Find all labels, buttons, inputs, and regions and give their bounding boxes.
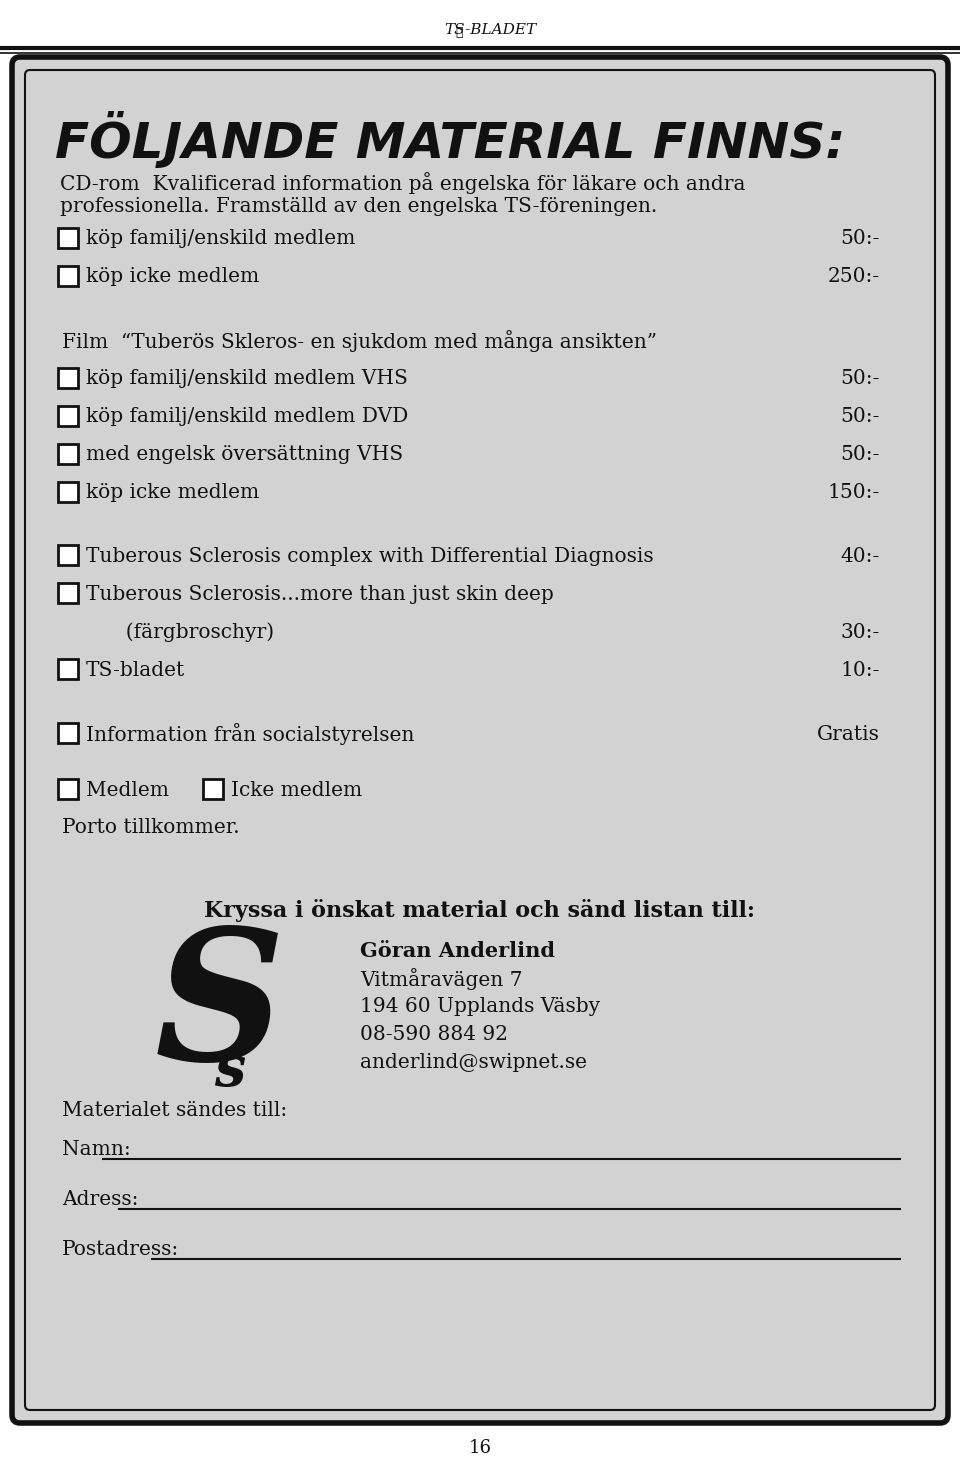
Text: TS-bladet: TS-bladet: [86, 661, 185, 680]
Text: anderlind@swipnet.se: anderlind@swipnet.se: [360, 1053, 587, 1072]
Text: CD-rom  Kvalificerad information på engelska för läkare och andra: CD-rom Kvalificerad information på engel…: [60, 173, 746, 195]
Text: köp familj/enskild medlem DVD: köp familj/enskild medlem DVD: [86, 407, 408, 426]
Bar: [58, 546, 78, 565]
Text: 08-590 884 92: 08-590 884 92: [360, 1026, 508, 1045]
Text: 250:-: 250:-: [828, 268, 880, 287]
Bar: [58, 723, 78, 743]
Text: köp familj/enskild medlem VHS: köp familj/enskild medlem VHS: [86, 369, 408, 388]
Bar: [58, 443, 78, 464]
Bar: [203, 780, 223, 799]
Text: Materialet sändes till:: Materialet sändes till:: [62, 1102, 287, 1121]
Text: 150:-: 150:-: [828, 483, 880, 502]
Text: köp icke medlem: köp icke medlem: [86, 268, 259, 287]
Text: 50:-: 50:-: [841, 369, 880, 388]
Bar: [58, 228, 78, 249]
Text: 30:-: 30:-: [841, 623, 880, 642]
Text: s: s: [214, 1043, 246, 1099]
FancyBboxPatch shape: [12, 57, 948, 1423]
Text: Tuberous Sclerosis...more than just skin deep: Tuberous Sclerosis...more than just skin…: [86, 585, 554, 604]
Text: med engelsk översättning VHS: med engelsk översättning VHS: [86, 445, 403, 464]
Text: FÖLJANDE MATERIAL FINNS:: FÖLJANDE MATERIAL FINNS:: [55, 111, 846, 168]
Bar: [58, 266, 78, 285]
Text: köp icke medlem: köp icke medlem: [86, 483, 259, 502]
Text: 194 60 Upplands Väsby: 194 60 Upplands Väsby: [360, 998, 600, 1017]
Text: Film  “Tuberös Skleros- en sjukdom med många ansikten”: Film “Tuberös Skleros- en sjukdom med må…: [62, 329, 657, 351]
Text: 50:-: 50:-: [841, 445, 880, 464]
Text: köp familj/enskild medlem: köp familj/enskild medlem: [86, 230, 355, 249]
Text: 50:-: 50:-: [841, 407, 880, 426]
Text: Tuberous Sclerosis complex with Differential Diagnosis: Tuberous Sclerosis complex with Differen…: [86, 547, 654, 566]
Text: 16: 16: [468, 1440, 492, 1457]
Text: professionella. Framställd av den engelska TS-föreningen.: professionella. Framställd av den engels…: [60, 198, 658, 217]
Bar: [58, 367, 78, 388]
Text: TS-BLADET: TS-BLADET: [444, 23, 536, 37]
Text: Medlem: Medlem: [86, 781, 169, 800]
Text: Postadress:: Postadress:: [62, 1239, 180, 1258]
Bar: [58, 481, 78, 502]
Bar: [58, 584, 78, 603]
Text: Gratis: Gratis: [817, 724, 880, 743]
Text: 40:-: 40:-: [841, 547, 880, 566]
Text: Porto tillkommer.: Porto tillkommer.: [62, 818, 240, 837]
Text: Vitmåravägen 7: Vitmåravägen 7: [360, 967, 522, 989]
Bar: [58, 405, 78, 426]
Text: Information från socialstyrelsen: Information från socialstyrelsen: [86, 723, 415, 745]
Bar: [58, 780, 78, 799]
Text: Göran Anderlind: Göran Anderlind: [360, 941, 555, 961]
Text: Kryssa i önskat material och sänd listan till:: Kryssa i önskat material och sänd listan…: [204, 900, 756, 922]
Text: 10:-: 10:-: [841, 661, 880, 680]
Text: S: S: [155, 923, 285, 1099]
Text: Adress:: Adress:: [62, 1189, 138, 1208]
Text: Icke medlem: Icke medlem: [231, 781, 362, 800]
Text: Namn:: Namn:: [62, 1140, 131, 1159]
Text: 🖊: 🖊: [455, 25, 463, 38]
Text: (färgbroschyr): (färgbroschyr): [62, 623, 275, 642]
Bar: [58, 660, 78, 679]
Text: 50:-: 50:-: [841, 230, 880, 249]
